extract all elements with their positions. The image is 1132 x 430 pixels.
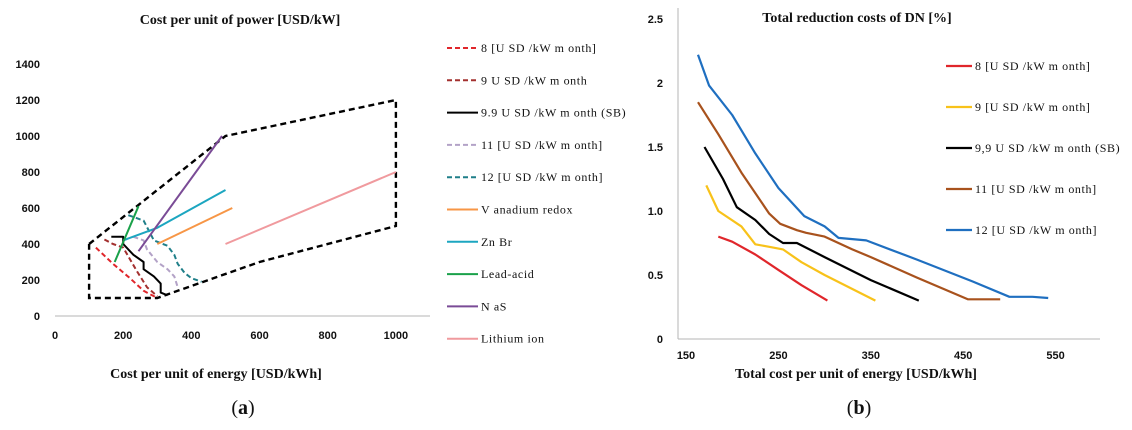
chart-a-caption-letter: a [238,397,248,419]
chart-b-y-tick-label: 2 [657,78,663,90]
chart-a-y-tick-label: 400 [22,239,40,251]
chart-a-y-tick-label: 1400 [16,59,40,71]
chart-b-x-tick-label: 150 [677,350,695,362]
chart-b-legend-label: 11 [U SD /kW m onth] [975,182,1097,196]
chart-a-y-tick-label: 1200 [16,95,40,107]
chart-a-x-tick-label: 600 [250,330,268,342]
chart-a-x-axis-label: Cost per unit of energy [USD/kWh] [110,367,322,382]
chart-b-series-12-u-sd-kw-m-onth-line [696,54,1049,300]
chart-a-x-tick-label: 200 [114,330,132,342]
chart-b-y-tick-label: 1.5 [648,142,663,154]
chart-b-legend-label: 12 [U SD /kW m onth] [975,223,1097,237]
chart-b-title: Total reduction costs of DN [%] [762,11,951,26]
chart-a-series-lithium-ion-line [225,171,397,245]
chart-a-boundary-line [87,98,398,300]
chart-a-series-lead-acid-line [113,205,140,263]
chart-a-legend-label: 8 [U SD /kW m onth] [481,41,597,55]
chart-b-x-axis-label: Total cost per unit of energy [USD/kWh] [735,367,977,382]
chart-a-legend-label: V anadium redox [481,203,573,217]
chart-a-legend-label: Lithium ion [481,332,545,346]
chart-a: Cost per unit of power [USD/kW] 0 200 400 6… [16,13,626,419]
chart-a-legend-label: 9.9 U SD /kW m onth (SB) [481,106,626,120]
chart-b-caption-letter: b [853,397,864,419]
chart-a-x-tick-label: 800 [319,330,337,342]
chart-b-legend-label: 9,9 U SD /kW m onth (SB) [975,141,1120,155]
chart-b-legend-label: 8 [U SD /kW m onth] [975,59,1091,73]
chart-b-y-tick-label: 0 [657,334,663,346]
chart-a-y-tick-label: 600 [22,203,40,215]
chart-b-x-tick-label: 250 [769,350,787,362]
chart-b-x-tick-label: 550 [1046,350,1064,362]
chart-a-series-11-u-sd-kw-m-onth-line [133,235,179,288]
chart-a-series-n-as-line [137,135,223,252]
chart-a-legend-label: 12 [U SD /kW m onth] [481,170,603,184]
chart-a-caption: (a) [231,397,254,419]
chart-a-x-tick-label: 400 [182,330,200,342]
chart-b-series-11-u-sd-kw-m-onth-line [697,101,1001,301]
chart-a-legend-label: Zn Br [481,235,512,249]
chart-b-series-8-u-sd-kw-m-onth-line [717,235,828,302]
chart-b-x-tick-label: 350 [862,350,880,362]
chart-b: Total reduction costs of DN [%] 150 250 35… [648,8,1120,419]
chart-a-series-zn-br-line [122,189,226,242]
chart-b-legend-label: 9 [U SD /kW m onth] [975,100,1091,114]
chart-a-series-9-u-sd-kw-m-onth-line [103,238,158,297]
chart-a-y-tick-label: 800 [22,167,40,179]
chart-a-series-v-anadium-redox-line [156,207,233,245]
chart-a-legend-label: N aS [481,299,507,313]
chart-b-y-tick-label: 0.5 [648,270,663,282]
chart-b-series-9-u-sd-kw-m-onth-line [705,184,876,302]
chart-a-y-tick-label: 1000 [16,131,40,143]
chart-a-x-tick-label: 1000 [384,330,408,342]
chart-a-legend-label: 11 [U SD /kW m onth] [481,138,603,152]
chart-a-series-12-u-sd-kw-m-onth-line [127,214,202,283]
chart-a-legend-label: 9 U SD /kW m onth [481,73,587,87]
chart-a-x-tick-label: 0 [52,330,58,342]
chart-a-y-tick-label: 0 [34,311,40,323]
chart-a-y-tick-label: 200 [22,275,40,287]
chart-b-series-9-9-u-sd-kw-m-onth-sb-line [703,146,920,302]
chart-a-title: Cost per unit of power [USD/kW] [140,13,341,28]
chart-b-x-tick-label: 450 [954,350,972,362]
chart-b-caption: (b) [847,397,871,419]
chart-b-y-tick-label: 1.0 [648,206,663,218]
chart-a-legend-label: Lead-acid [481,267,534,281]
chart-b-y-tick-label: 2.5 [648,14,663,26]
